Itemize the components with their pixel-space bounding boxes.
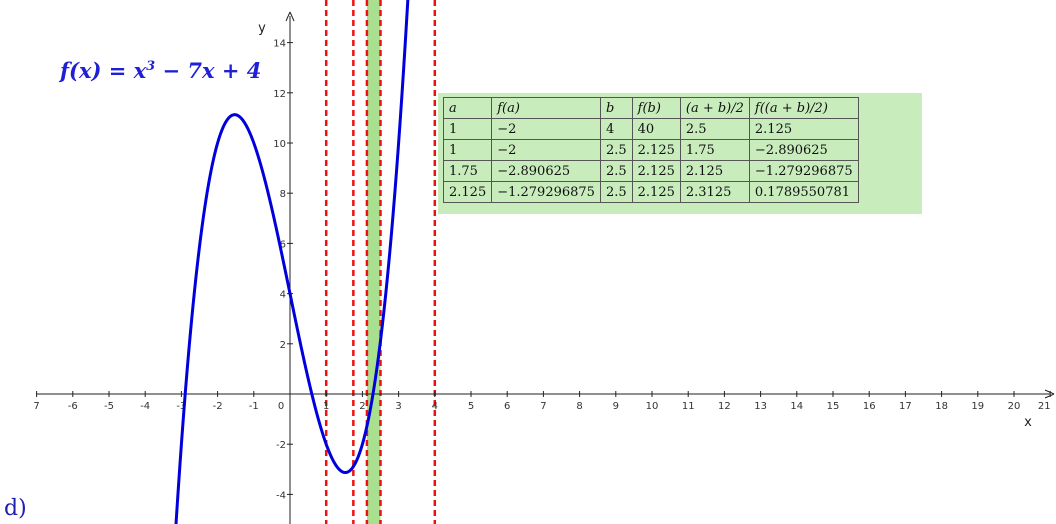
y-tick-label: 4 (280, 290, 286, 301)
x-tick-label: 2 (359, 401, 365, 412)
shaded-interval-layer (366, 0, 381, 524)
column-header: (a + b)/2 (679, 97, 750, 119)
table-row: 2.125 −1.279296875 2.5 2.125 2.3125 0.1789550… (442, 181, 859, 203)
x-tick-label: -1 (249, 401, 259, 412)
formula-rhs: − 7x + 4 (155, 58, 262, 83)
table-cell: 2.5 (679, 118, 750, 140)
y-tick-label: 10 (273, 139, 286, 150)
x-tick-label: 15 (827, 401, 840, 412)
x-tick-label: 7 (540, 401, 546, 412)
x-tick-label: 12 (718, 401, 731, 412)
x-tick-label: 13 (754, 401, 767, 412)
table-cell: 2.125 (631, 160, 681, 182)
table-cell: 4 (599, 118, 633, 140)
y-axis-arrow (285, 11, 295, 22)
formula-exponent: 3 (146, 59, 156, 74)
x-tick-label: 9 (613, 401, 619, 412)
x-tick-label: 20 (1008, 401, 1021, 412)
table-cell: 0.1789550781 (748, 181, 859, 203)
x-tick-label: 19 (971, 401, 984, 412)
x-tick-label: -2 (213, 401, 223, 412)
function-formula: f(x) = x3 − 7x + 4 (60, 58, 261, 83)
formula-lhs: f(x) = x (60, 58, 147, 83)
x-tick-label: -6 (68, 401, 78, 412)
column-header: f((a + b)/2) (748, 97, 859, 119)
y-tick-label: 14 (273, 39, 286, 50)
table-cell: −2 (491, 139, 601, 161)
part-label: d) (4, 496, 27, 521)
column-header: f(b) (631, 97, 681, 119)
table-cell: 2.5 (599, 181, 633, 203)
x-tick-label: 0 (278, 401, 284, 412)
dashed-lines-layer (324, 0, 437, 524)
x-axis-label: x (1024, 415, 1032, 430)
table-cell: 1 (442, 118, 493, 140)
table-cell: 1 (442, 139, 493, 161)
x-tick-label: 10 (646, 401, 659, 412)
y-tick-label: 12 (273, 89, 286, 100)
table-row: 1.75 −2.890625 2.5 2.125 2.125 −1.279296875 (442, 160, 859, 182)
x-tick-label: 14 (790, 401, 803, 412)
table-cell: −1.279296875 (491, 181, 601, 203)
x-tick-label: 4 (432, 401, 438, 412)
table-cell: 2.125 (631, 181, 681, 203)
table-cell: 2.125 (679, 160, 750, 182)
x-tick-label: -3 (176, 401, 186, 412)
shaded-interval (366, 0, 381, 524)
y-tick-label: 2 (280, 340, 286, 351)
bisection-table-box: a f(a) b f(b) (a + b)/2 f((a + b)/2) 1 −2 4 40 2.… (438, 93, 922, 214)
table-cell: 2.125 (748, 118, 859, 140)
y-tick-label: 8 (280, 189, 286, 200)
y-tick-label: 6 (280, 239, 286, 250)
x-tick-label: 3 (395, 401, 401, 412)
x-tick-label: 17 (899, 401, 912, 412)
axes-layer: 7 -6 -5 -4 -3 -2 -1 0 1 2 3 4 5 6 7 8 9 10 11 12 13 14 15 16 17 1… (33, 11, 1055, 524)
table-cell: −2.890625 (491, 160, 601, 182)
table-row: 1 −2 2.5 2.125 1.75 −2.890625 (442, 139, 859, 161)
x-tick-label: 8 (576, 401, 582, 412)
table-cell: 2.125 (442, 181, 493, 203)
x-tick-label: 5 (468, 401, 474, 412)
table-cell: −2.890625 (748, 139, 859, 161)
table-cell: 2.3125 (679, 181, 750, 203)
x-tick-label: 21 (1038, 401, 1051, 412)
x-tick-label: 1 (323, 401, 329, 412)
table-cell: 2.125 (631, 139, 681, 161)
y-axis-label: y (258, 21, 266, 36)
x-tick-label: 11 (682, 401, 695, 412)
table-cell: 2.5 (599, 139, 633, 161)
bisection-table: a f(a) b f(b) (a + b)/2 f((a + b)/2) 1 −2 4 40 2.… (442, 97, 859, 203)
function-curve (174, 0, 410, 524)
x-tick-label: 16 (863, 401, 876, 412)
column-header: f(a) (491, 97, 601, 119)
curve-layer (174, 0, 410, 524)
table-cell: 40 (631, 118, 681, 140)
x-tick-label: -4 (140, 401, 150, 412)
y-tick-label: -2 (276, 440, 286, 451)
y-tick-label: -4 (276, 490, 286, 501)
x-tick-label: 7 (33, 401, 39, 412)
x-axis-arrow (1044, 389, 1055, 399)
table-cell: 1.75 (442, 160, 493, 182)
x-tick-label: 18 (935, 401, 948, 412)
table-cell: 2.5 (599, 160, 633, 182)
table-cell: −2 (491, 118, 601, 140)
table-row: 1 −2 4 40 2.5 2.125 (442, 118, 859, 140)
table-body: 1 −2 4 40 2.5 2.125 1 −2 2.5 2.125 1.75 −2.890625 1.… (442, 118, 859, 203)
table-cell: −1.279296875 (748, 160, 859, 182)
x-tick-label: 6 (504, 401, 510, 412)
table-header-row: a f(a) b f(b) (a + b)/2 f((a + b)/2) (442, 97, 859, 119)
column-header: b (599, 97, 633, 119)
column-header: a (442, 97, 493, 119)
x-tick-label: -5 (104, 401, 114, 412)
table-cell: 1.75 (679, 139, 750, 161)
